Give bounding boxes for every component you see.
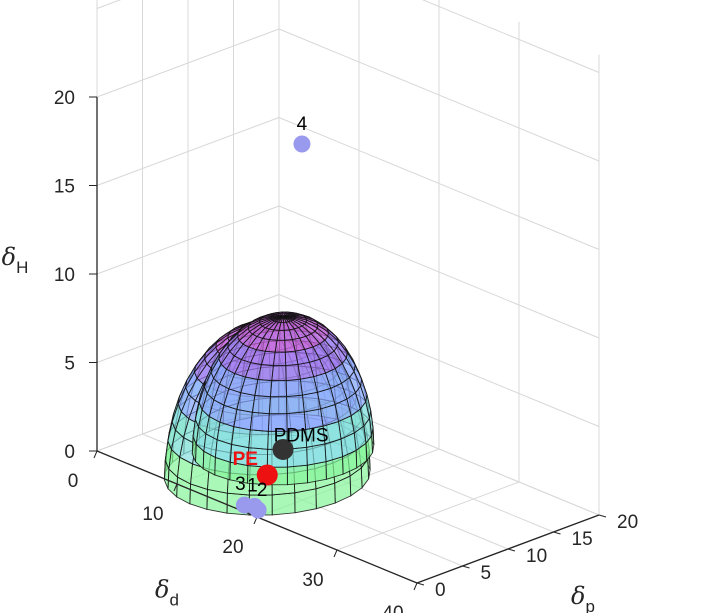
x-tick-mark bbox=[173, 483, 178, 492]
point-4 bbox=[293, 135, 311, 153]
y-axis-label: δp bbox=[571, 582, 595, 613]
x-axis-label: δd bbox=[155, 575, 179, 609]
y-tick-mark bbox=[416, 582, 425, 586]
point-label-1: 1 bbox=[247, 475, 258, 496]
sphere-2-mesh bbox=[269, 380, 287, 398]
y-tick-label: 10 bbox=[526, 546, 547, 567]
sphere-2-mesh bbox=[268, 396, 288, 415]
sphere-2-mesh bbox=[251, 394, 271, 415]
point-label-3: 3 bbox=[235, 474, 246, 495]
y-tick-label: 5 bbox=[481, 563, 492, 584]
x-tick-mark bbox=[333, 549, 338, 558]
solubility-spheres bbox=[163, 311, 375, 516]
point-pe bbox=[256, 464, 278, 486]
sphere-2-mesh bbox=[286, 394, 305, 415]
sphere-2-mesh bbox=[254, 378, 273, 398]
point-2 bbox=[249, 501, 267, 519]
y-tick-mark bbox=[553, 531, 561, 535]
y-tick-mark bbox=[462, 565, 470, 569]
z-tick-label: 10 bbox=[54, 265, 75, 286]
data-points: 4 3 1 2 PE PDMS bbox=[233, 114, 329, 519]
z-tick-label: 0 bbox=[64, 442, 75, 463]
sphere-2-mesh bbox=[231, 426, 251, 449]
sphere-2-mesh bbox=[284, 350, 299, 367]
sphere-2-mesh bbox=[271, 365, 287, 382]
z-axis-label: δH bbox=[2, 243, 29, 277]
y-tick-mark bbox=[507, 548, 516, 552]
y-tick-label: 15 bbox=[572, 529, 593, 550]
sphere-2-mesh bbox=[249, 411, 270, 432]
axes: 0 10 20 30 40 0 5 10 15 20 0 5 10 15 20 δd δp δH bbox=[2, 88, 639, 613]
x-tick-label: 40 bbox=[382, 603, 403, 613]
sphere-2-mesh bbox=[301, 391, 322, 413]
sphere-1-mesh bbox=[271, 492, 296, 516]
x-tick-mark bbox=[93, 450, 98, 459]
point-label-pdms: PDMS bbox=[274, 425, 329, 446]
x-tick-label: 20 bbox=[222, 537, 243, 558]
x-tick-label: 0 bbox=[68, 471, 79, 492]
sphere-2-mesh bbox=[248, 429, 269, 450]
z-tick-label: 5 bbox=[64, 354, 75, 375]
x-tick-label: 10 bbox=[142, 504, 163, 525]
z-tick-label: 15 bbox=[54, 177, 75, 198]
z-tick-label: 20 bbox=[54, 88, 75, 109]
y-tick-mark bbox=[598, 514, 607, 518]
y-tick-label: 20 bbox=[617, 512, 638, 533]
point-pdms bbox=[272, 438, 294, 460]
point-label-2: 2 bbox=[257, 480, 268, 501]
y-tick-label: 0 bbox=[435, 580, 446, 601]
x-tick-mark bbox=[413, 582, 418, 591]
point-label-4: 4 bbox=[297, 114, 308, 135]
sphere-2-mesh bbox=[233, 408, 253, 431]
x-tick-label: 30 bbox=[302, 570, 323, 591]
sphere-2-mesh bbox=[286, 464, 308, 486]
sphere-2-mesh bbox=[285, 363, 301, 382]
sphere-2-mesh bbox=[285, 378, 303, 398]
sphere-2-mesh bbox=[257, 364, 274, 382]
point-label-pe: PE bbox=[233, 449, 258, 470]
